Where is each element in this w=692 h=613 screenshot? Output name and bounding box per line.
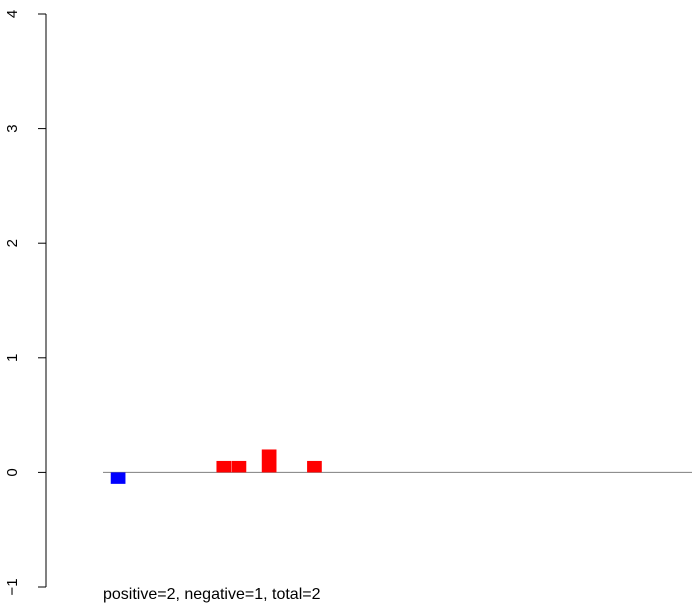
y-tick-label: 2 xyxy=(4,239,21,247)
y-axis: −1 0 1 2 3 4 xyxy=(4,10,47,596)
bars-group xyxy=(110,449,322,484)
bar xyxy=(307,460,322,473)
bar xyxy=(231,460,247,473)
y-tick-label: −1 xyxy=(4,578,21,595)
bar xyxy=(261,449,277,473)
bar xyxy=(110,472,126,484)
summary-text: positive=2, negative=1, total=2 xyxy=(103,586,321,603)
y-tick-label: 3 xyxy=(4,124,21,132)
bar xyxy=(216,460,232,473)
y-tick-label: 4 xyxy=(4,10,21,18)
y-tick-label: 1 xyxy=(4,354,21,362)
y-tick-label: 0 xyxy=(4,468,21,476)
